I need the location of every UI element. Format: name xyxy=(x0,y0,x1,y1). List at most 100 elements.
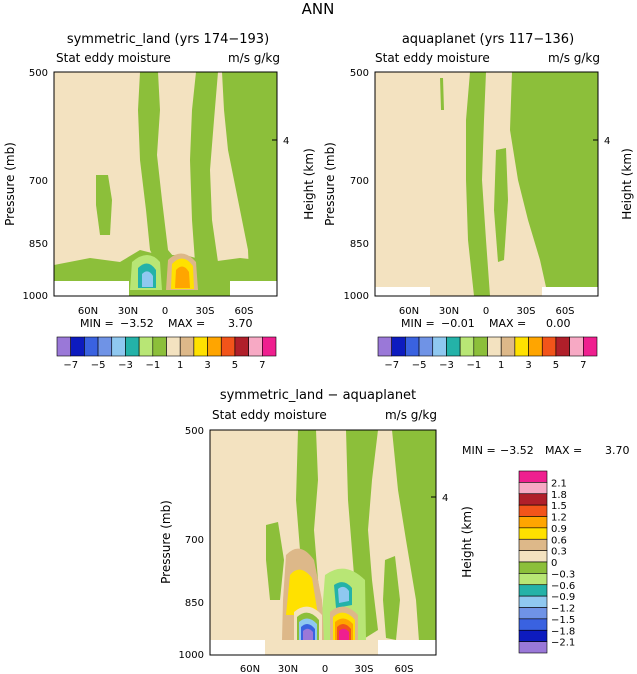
colorbar-b-label: −7 xyxy=(384,360,399,371)
colorbar-c-swatch xyxy=(518,629,548,642)
panel-a-xtick-30s: 30S xyxy=(195,306,214,317)
colorbar-c-label: −2.1 xyxy=(551,638,575,649)
panel-c-xtick-60n: 60N xyxy=(240,664,260,674)
panel-b-ytick-1000: 1000 xyxy=(344,291,369,302)
panel-c-min-value: −3.52 xyxy=(500,444,534,457)
colorbar-a-label: 1 xyxy=(177,360,183,371)
panel-c-ytick-850: 850 xyxy=(185,598,204,609)
colorbar-c-swatch xyxy=(518,493,548,506)
colorbar-a-swatch xyxy=(97,336,113,357)
panel-b-xticks: 60N 30N 0 30S 60S xyxy=(399,306,575,317)
panel-c-lightblue-shape xyxy=(338,586,349,603)
panel-b-ylabel-right: Height (km) xyxy=(620,148,634,219)
panel-b-xtick-0: 0 xyxy=(483,306,489,317)
panel-c-ylabel-right: Height (km) xyxy=(460,506,474,577)
colorbar-b-swatch xyxy=(514,336,529,357)
colorbar-c-swatch xyxy=(518,482,548,495)
colorbar-c-label: −0.3 xyxy=(551,569,575,580)
colorbar-c-swatch xyxy=(518,504,548,517)
panel-c-subtitle-left: Stat eddy moisture xyxy=(212,408,327,422)
colorbar-b-swatch xyxy=(432,336,447,357)
colorbar-b-swatch xyxy=(473,336,488,357)
panel-c-right-tick-label: 4 xyxy=(442,493,448,504)
colorbar-a-swatch xyxy=(56,336,71,357)
panel-a-orange-shape xyxy=(175,266,190,288)
colorbar-b-swatch xyxy=(391,336,406,357)
panel-b-yticks: 500 700 850 1000 xyxy=(344,68,369,302)
colorbar-c-swatch xyxy=(518,607,548,620)
panel-a-min-value: −3.52 xyxy=(120,317,154,330)
panel-b-missing-right xyxy=(542,287,598,296)
panel-b-ytick-850: 850 xyxy=(350,239,369,250)
panel-c-green-band-5 xyxy=(383,556,400,640)
panel-a-title: symmetric_land (yrs 174−193) xyxy=(67,32,269,47)
colorbar-a-label: 7 xyxy=(259,360,265,371)
colorbar-a-swatch xyxy=(111,336,126,357)
panel-c-green-band-3 xyxy=(392,430,436,655)
colorbar-b-swatch xyxy=(555,336,570,357)
panel-b-max-value: 0.00 xyxy=(546,317,571,330)
colorbar-a-swatch xyxy=(138,336,154,357)
colorbar-c-label: −0.6 xyxy=(551,581,575,592)
panel-c-xtick-30s: 30S xyxy=(354,664,373,674)
panel-c-max-value: 3.70 xyxy=(605,444,630,457)
panel-a-green-band-4 xyxy=(96,175,112,235)
panel-b-right-tick-label: 4 xyxy=(604,136,610,147)
panel-a-xtick-0: 0 xyxy=(162,306,168,317)
colorbar-a-label: 5 xyxy=(232,360,238,371)
panel-difference: symmetric_land − aquaplanet Stat eddy mo… xyxy=(159,388,630,674)
colorbar-b-label: 3 xyxy=(525,360,531,371)
panel-symmetric-land: symmetric_land (yrs 174−193) Stat eddy m… xyxy=(3,32,316,330)
colorbar-b-swatch xyxy=(569,336,584,357)
colorbar-c-swatch xyxy=(518,618,548,631)
panel-b-frame xyxy=(374,71,599,297)
colorbar-c-label: −1.8 xyxy=(551,626,575,637)
colorbar-b-label: −1 xyxy=(466,360,481,371)
colorbar-b-label: 5 xyxy=(553,360,559,371)
colorbar-c-swatch xyxy=(518,641,548,654)
colorbar-a-swatch xyxy=(84,336,99,357)
panel-b-ytick-500: 500 xyxy=(350,68,369,79)
panel-c-subtitle-right: m/s g/kg xyxy=(385,408,437,422)
colorbar-b-label: 7 xyxy=(580,360,586,371)
panel-a-ylabel-right: Height (km) xyxy=(302,148,316,219)
panel-b-green-band-2 xyxy=(510,72,598,296)
panel-a-right-tick-label: 4 xyxy=(283,136,289,147)
colorbar-c-label: 1.2 xyxy=(551,513,567,524)
panel-a-green-band-1 xyxy=(138,72,178,270)
panel-a-green-band-3 xyxy=(222,72,277,296)
panel-c-max-label: MAX = xyxy=(545,444,582,457)
colorbar-b-swatch xyxy=(583,336,598,357)
colorbar-c-swatch xyxy=(518,470,548,483)
panel-b-min-value: −0.01 xyxy=(441,317,475,330)
panel-a-min-label: MIN = xyxy=(80,317,114,330)
colorbar-a-swatch xyxy=(193,336,208,357)
panel-a-ytick-850: 850 xyxy=(29,239,48,250)
panel-a-subtitle-right: m/s g/kg xyxy=(228,51,280,65)
colorbar-b-swatch xyxy=(500,336,516,357)
colorbar-a-label: −1 xyxy=(145,360,160,371)
colorbar-a-swatch xyxy=(179,336,195,357)
panel-b-green-band-1 xyxy=(466,72,490,296)
panel-a-xtick-60s: 60S xyxy=(234,306,253,317)
panel-c-xticks: 60N 30N 0 30S 60S xyxy=(240,664,414,674)
panel-aquaplanet: aquaplanet (yrs 117−136) Stat eddy moist… xyxy=(323,32,634,330)
panel-a-xticks: 60N 30N 0 30S 60S xyxy=(78,306,254,317)
panel-c-min-label: MIN = xyxy=(462,444,496,457)
panel-a-ytick-1000: 1000 xyxy=(23,291,48,302)
colorbar-c-label: 0.9 xyxy=(551,524,567,535)
colorbar-b-swatch xyxy=(541,336,557,357)
panel-b-green-sliver xyxy=(440,78,444,110)
panel-a-minmax: MIN = −3.52 MAX = 3.70 xyxy=(80,317,253,330)
panel-a-ytick-700: 700 xyxy=(29,176,48,187)
panel-a-green-band-2 xyxy=(190,72,218,275)
colorbar-b-swatch xyxy=(487,336,502,357)
panel-b-title: aquaplanet (yrs 117−136) xyxy=(402,32,574,47)
panel-b-xtick-60n: 60N xyxy=(399,306,419,317)
colorbar-b-swatch xyxy=(459,336,475,357)
panel-b-max-label: MAX = xyxy=(489,317,526,330)
panel-a-ylabel: Pressure (mb) xyxy=(3,142,17,226)
panel-b-contours xyxy=(375,72,598,296)
colorbar-c-label: 2.1 xyxy=(551,478,567,489)
colorbar-c-swatch xyxy=(518,561,548,574)
